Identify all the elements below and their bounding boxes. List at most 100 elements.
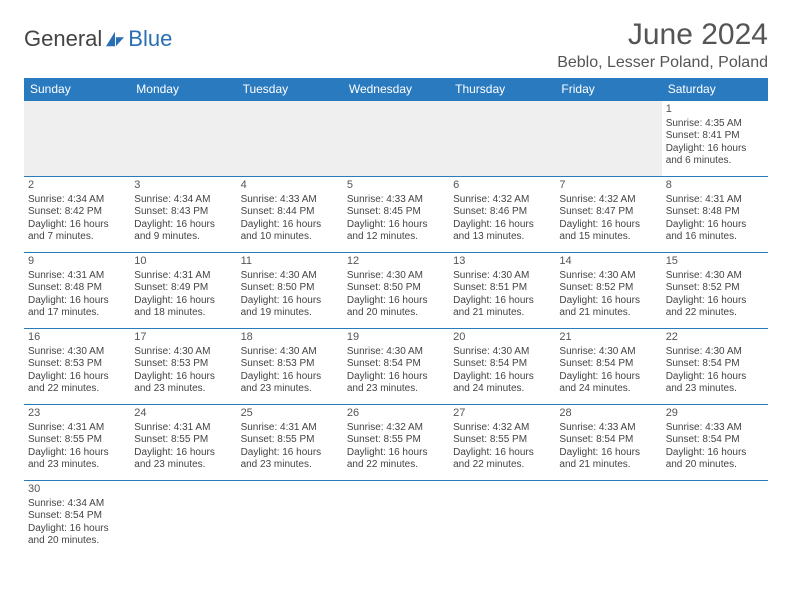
daylight2-text: and 22 minutes. — [453, 459, 551, 472]
calendar-cell: 6Sunrise: 4:32 AMSunset: 8:46 PMDaylight… — [449, 177, 555, 253]
daylight2-text: and 22 minutes. — [666, 307, 764, 320]
daylight1-text: Daylight: 16 hours — [241, 295, 339, 308]
calendar-cell: 8Sunrise: 4:31 AMSunset: 8:48 PMDaylight… — [662, 177, 768, 253]
calendar-row: 16Sunrise: 4:30 AMSunset: 8:53 PMDayligh… — [24, 329, 768, 405]
calendar-cell: 2Sunrise: 4:34 AMSunset: 8:42 PMDaylight… — [24, 177, 130, 253]
sunset-text: Sunset: 8:50 PM — [347, 282, 445, 295]
daylight2-text: and 15 minutes. — [559, 231, 657, 244]
sunrise-text: Sunrise: 4:34 AM — [28, 498, 126, 511]
calendar-cell — [343, 101, 449, 177]
daylight1-text: Daylight: 16 hours — [559, 447, 657, 460]
daylight1-text: Daylight: 16 hours — [666, 219, 764, 232]
sunrise-text: Sunrise: 4:35 AM — [666, 118, 764, 131]
sunrise-text: Sunrise: 4:31 AM — [28, 422, 126, 435]
day-number: 21 — [559, 331, 657, 345]
day-number: 3 — [134, 179, 232, 193]
sunset-text: Sunset: 8:53 PM — [28, 358, 126, 371]
daylight2-text: and 21 minutes. — [453, 307, 551, 320]
day-header: Monday — [130, 78, 236, 101]
sunrise-text: Sunrise: 4:30 AM — [559, 270, 657, 283]
daylight2-text: and 7 minutes. — [28, 231, 126, 244]
daylight1-text: Daylight: 16 hours — [453, 371, 551, 384]
day-number: 11 — [241, 255, 339, 269]
daylight2-text: and 24 minutes. — [559, 383, 657, 396]
day-number: 13 — [453, 255, 551, 269]
daylight1-text: Daylight: 16 hours — [134, 447, 232, 460]
sunrise-text: Sunrise: 4:34 AM — [28, 194, 126, 207]
sunrise-text: Sunrise: 4:31 AM — [241, 422, 339, 435]
day-header-row: Sunday Monday Tuesday Wednesday Thursday… — [24, 78, 768, 101]
calendar-cell: 25Sunrise: 4:31 AMSunset: 8:55 PMDayligh… — [237, 405, 343, 481]
daylight1-text: Daylight: 16 hours — [559, 295, 657, 308]
sunrise-text: Sunrise: 4:30 AM — [666, 270, 764, 283]
sunrise-text: Sunrise: 4:32 AM — [559, 194, 657, 207]
day-number: 4 — [241, 179, 339, 193]
daylight1-text: Daylight: 16 hours — [28, 295, 126, 308]
day-number: 10 — [134, 255, 232, 269]
day-header: Sunday — [24, 78, 130, 101]
sunrise-text: Sunrise: 4:30 AM — [241, 346, 339, 359]
sunrise-text: Sunrise: 4:30 AM — [666, 346, 764, 359]
sunrise-text: Sunrise: 4:30 AM — [134, 346, 232, 359]
calendar-cell — [237, 481, 343, 557]
calendar-cell: 4Sunrise: 4:33 AMSunset: 8:44 PMDaylight… — [237, 177, 343, 253]
sunset-text: Sunset: 8:54 PM — [559, 434, 657, 447]
location-text: Beblo, Lesser Poland, Poland — [557, 54, 768, 72]
calendar-cell: 5Sunrise: 4:33 AMSunset: 8:45 PMDaylight… — [343, 177, 449, 253]
sunrise-text: Sunrise: 4:32 AM — [453, 194, 551, 207]
day-number: 30 — [28, 483, 126, 497]
daylight2-text: and 23 minutes. — [241, 383, 339, 396]
calendar-cell — [237, 101, 343, 177]
day-number: 26 — [347, 407, 445, 421]
sunrise-text: Sunrise: 4:30 AM — [453, 346, 551, 359]
sunset-text: Sunset: 8:54 PM — [666, 358, 764, 371]
sunrise-text: Sunrise: 4:30 AM — [559, 346, 657, 359]
sunrise-text: Sunrise: 4:30 AM — [28, 346, 126, 359]
sunrise-text: Sunrise: 4:31 AM — [134, 270, 232, 283]
sunrise-text: Sunrise: 4:33 AM — [347, 194, 445, 207]
daylight2-text: and 13 minutes. — [453, 231, 551, 244]
sunset-text: Sunset: 8:49 PM — [134, 282, 232, 295]
day-number: 9 — [28, 255, 126, 269]
day-number: 12 — [347, 255, 445, 269]
calendar-cell — [662, 481, 768, 557]
daylight2-text: and 19 minutes. — [241, 307, 339, 320]
daylight1-text: Daylight: 16 hours — [453, 447, 551, 460]
calendar-cell — [130, 101, 236, 177]
calendar-cell: 3Sunrise: 4:34 AMSunset: 8:43 PMDaylight… — [130, 177, 236, 253]
daylight1-text: Daylight: 16 hours — [134, 295, 232, 308]
sunrise-text: Sunrise: 4:34 AM — [134, 194, 232, 207]
calendar-cell — [130, 481, 236, 557]
sunset-text: Sunset: 8:43 PM — [134, 206, 232, 219]
calendar-cell: 7Sunrise: 4:32 AMSunset: 8:47 PMDaylight… — [555, 177, 661, 253]
sunset-text: Sunset: 8:53 PM — [241, 358, 339, 371]
daylight2-text: and 20 minutes. — [347, 307, 445, 320]
calendar-table: Sunday Monday Tuesday Wednesday Thursday… — [24, 78, 768, 557]
day-number: 22 — [666, 331, 764, 345]
calendar-row: 9Sunrise: 4:31 AMSunset: 8:48 PMDaylight… — [24, 253, 768, 329]
daylight1-text: Daylight: 16 hours — [559, 219, 657, 232]
daylight2-text: and 24 minutes. — [453, 383, 551, 396]
day-number: 17 — [134, 331, 232, 345]
day-number: 25 — [241, 407, 339, 421]
sunrise-text: Sunrise: 4:30 AM — [241, 270, 339, 283]
daylight1-text: Daylight: 16 hours — [666, 143, 764, 156]
daylight1-text: Daylight: 16 hours — [134, 219, 232, 232]
daylight1-text: Daylight: 16 hours — [28, 523, 126, 536]
daylight2-text: and 10 minutes. — [241, 231, 339, 244]
day-header: Friday — [555, 78, 661, 101]
daylight1-text: Daylight: 16 hours — [347, 295, 445, 308]
sunset-text: Sunset: 8:55 PM — [453, 434, 551, 447]
daylight2-text: and 23 minutes. — [241, 459, 339, 472]
daylight2-text: and 20 minutes. — [28, 535, 126, 548]
sunset-text: Sunset: 8:55 PM — [347, 434, 445, 447]
sunrise-text: Sunrise: 4:33 AM — [559, 422, 657, 435]
daylight2-text: and 23 minutes. — [666, 383, 764, 396]
daylight2-text: and 20 minutes. — [666, 459, 764, 472]
daylight1-text: Daylight: 16 hours — [134, 371, 232, 384]
daylight1-text: Daylight: 16 hours — [347, 371, 445, 384]
sunset-text: Sunset: 8:54 PM — [28, 510, 126, 523]
day-number: 29 — [666, 407, 764, 421]
calendar-cell — [343, 481, 449, 557]
sunset-text: Sunset: 8:48 PM — [666, 206, 764, 219]
